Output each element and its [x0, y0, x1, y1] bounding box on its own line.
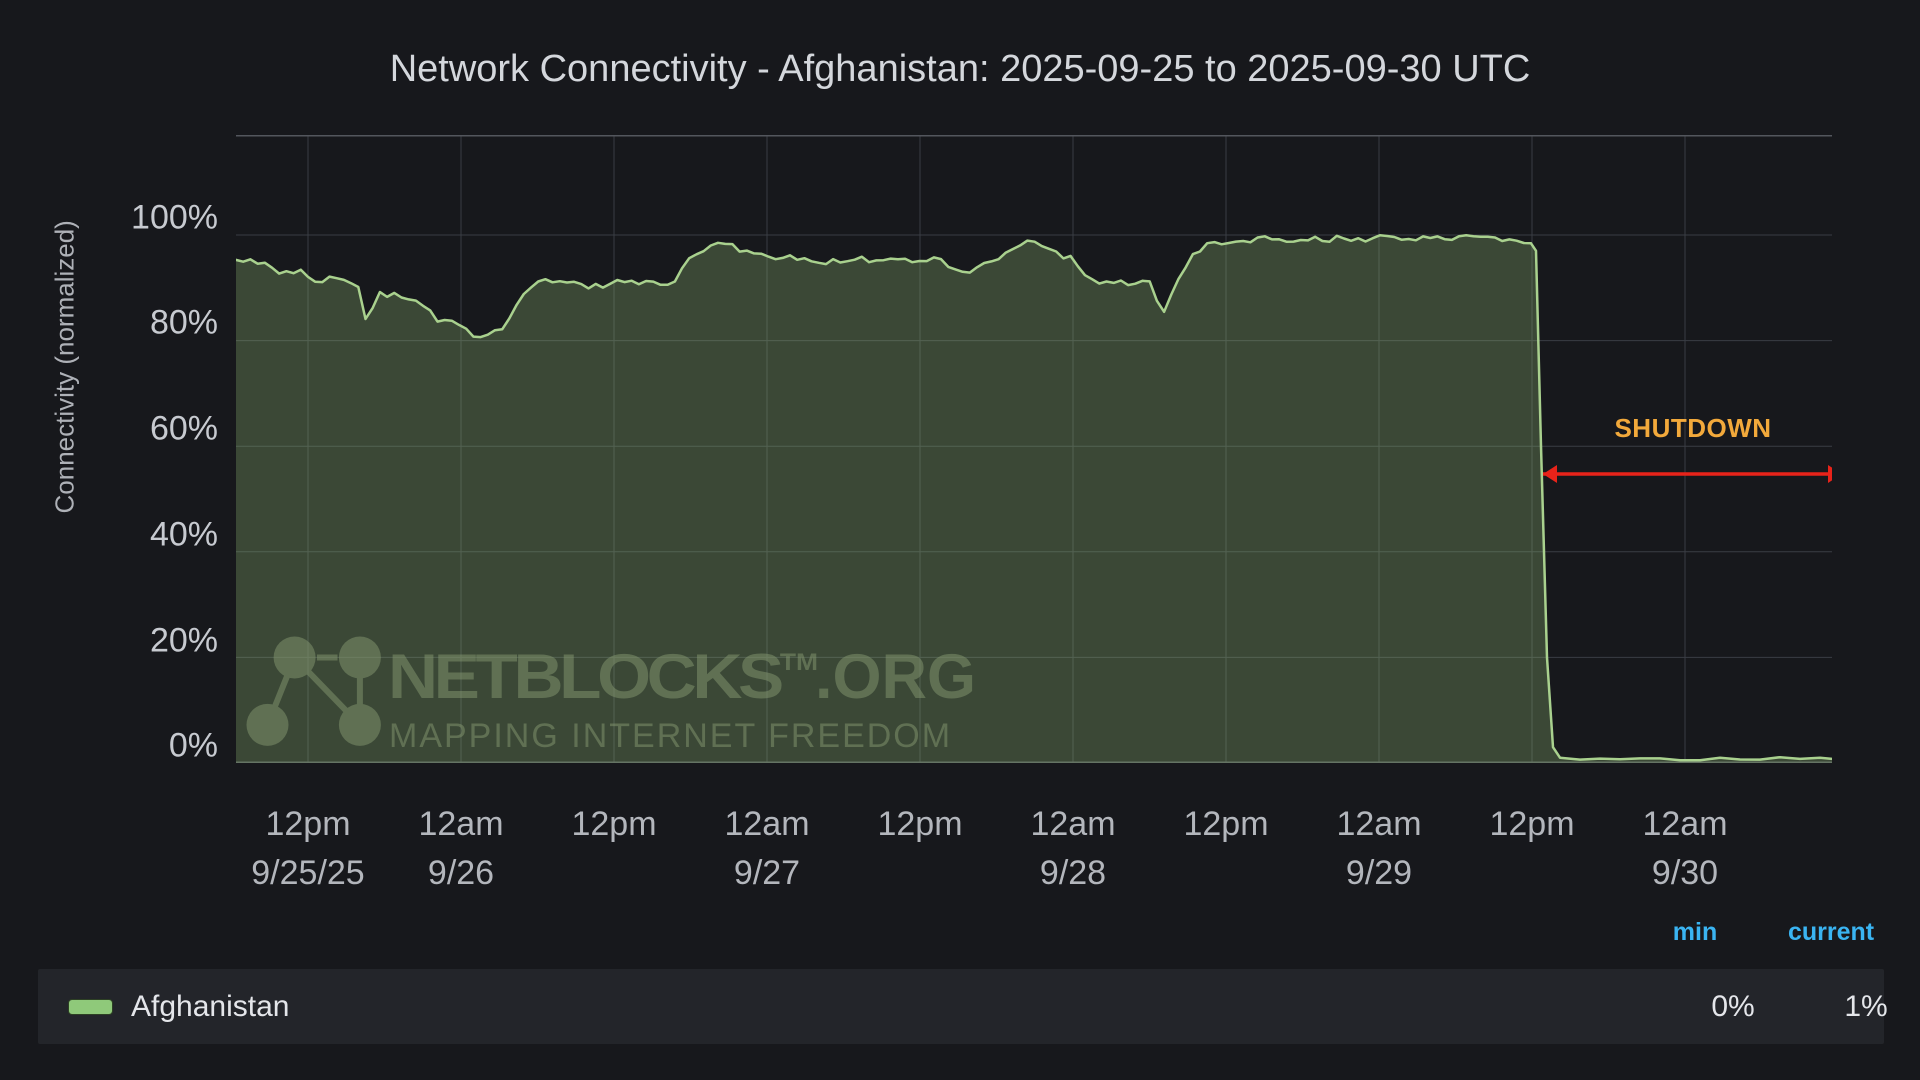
svg-text:SHUTDOWN: SHUTDOWN — [1614, 413, 1771, 443]
